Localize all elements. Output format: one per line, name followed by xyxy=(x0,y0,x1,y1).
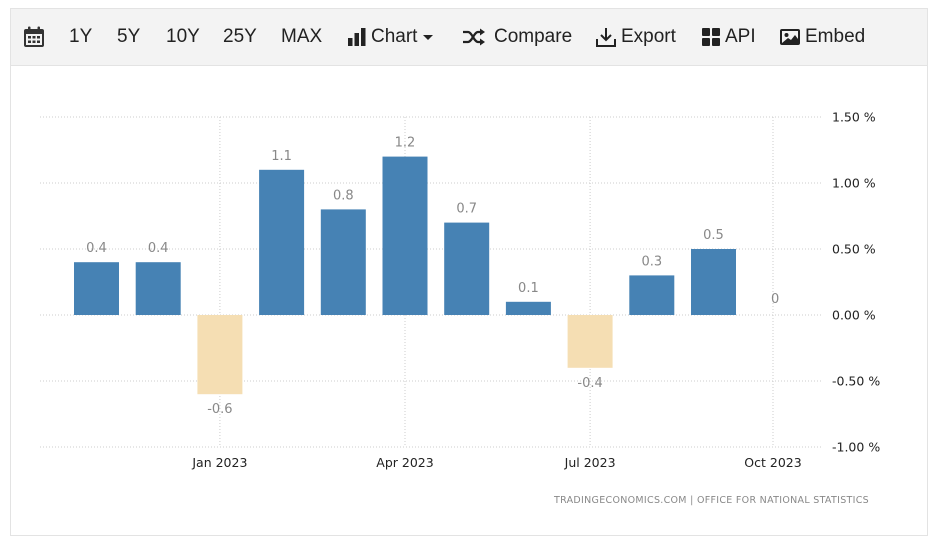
export-label: Export xyxy=(621,26,676,47)
data-label: 1.2 xyxy=(395,136,416,151)
bar xyxy=(505,301,551,315)
bar xyxy=(629,275,675,315)
data-label: 1.1 xyxy=(271,149,292,164)
data-label: 0 xyxy=(771,292,779,307)
axes: 1.50 % 1.00 % 0.50 % 0.00 % -0.50 % -1.00 % Ja… xyxy=(191,110,880,471)
bar xyxy=(74,262,119,315)
grid-icon xyxy=(702,28,720,46)
data-label: 0.4 xyxy=(86,241,107,256)
data-label: 0.3 xyxy=(641,254,662,269)
y-tick-label: 1.50 % xyxy=(832,110,876,125)
y-tick-label: -1.00 % xyxy=(832,440,880,455)
bar xyxy=(382,156,428,315)
grid xyxy=(40,116,822,448)
export-button[interactable]: Export xyxy=(595,9,676,65)
data-label: 0.8 xyxy=(333,188,354,203)
calendar-button[interactable] xyxy=(23,9,45,65)
image-icon xyxy=(780,29,800,45)
data-labels: 0.4 0.4 -0.6 1.1 0.8 1.2 0.7 0.1 -0.4 0.3 0.5 0 xyxy=(86,136,779,418)
calendar-icon xyxy=(24,26,44,47)
y-tick-label: 0.00 % xyxy=(832,308,876,323)
data-label: 0.1 xyxy=(518,281,539,296)
bar xyxy=(691,249,736,315)
compare-button[interactable]: Compare xyxy=(462,9,572,65)
bar xyxy=(320,209,366,315)
data-label: 0.4 xyxy=(148,241,169,256)
y-tick-label: 0.50 % xyxy=(832,242,876,257)
chart-type-dropdown[interactable]: Chart xyxy=(347,9,437,65)
x-tick-label: Oct 2023 xyxy=(744,455,801,470)
data-label: 0.7 xyxy=(456,202,477,217)
bar xyxy=(567,315,613,368)
api-button[interactable]: API xyxy=(701,9,756,65)
bar xyxy=(259,169,305,315)
x-tick-label: Jul 2023 xyxy=(564,455,616,470)
range-25y-button[interactable]: 25Y xyxy=(223,26,257,47)
y-tick-label: 1.00 % xyxy=(832,176,876,191)
bar xyxy=(135,262,181,315)
range-max-button[interactable]: MAX xyxy=(281,26,323,47)
download-icon xyxy=(596,28,616,47)
y-tick-label: -0.50 % xyxy=(832,374,880,389)
embed-label: Embed xyxy=(805,26,866,47)
x-tick-label: Apr 2023 xyxy=(376,455,433,470)
source-credit: TRADINGECONOMICS.COM | OFFICE FOR NATION… xyxy=(553,495,869,506)
compare-label: Compare xyxy=(494,26,573,47)
data-label: -0.4 xyxy=(577,376,602,391)
api-label: API xyxy=(725,26,756,47)
embed-button[interactable]: Embed xyxy=(779,9,865,65)
shuffle-icon xyxy=(463,28,485,46)
bar xyxy=(444,222,490,315)
bar-chart-icon xyxy=(348,28,366,46)
x-tick-label: Jan 2023 xyxy=(191,455,247,470)
range-5y-button[interactable]: 5Y xyxy=(117,26,141,47)
chart-type-label: Chart xyxy=(371,26,418,47)
caret-down-icon xyxy=(423,35,434,40)
bars xyxy=(74,156,736,395)
range-1y-button[interactable]: 1Y xyxy=(69,26,93,47)
data-label: -0.6 xyxy=(207,402,232,417)
range-10y-button[interactable]: 10Y xyxy=(166,26,200,47)
bar xyxy=(197,315,243,395)
toolbar: 1Y 5Y 10Y 25Y MAX Chart Compare xyxy=(11,9,927,66)
data-label: 0.5 xyxy=(703,228,724,243)
